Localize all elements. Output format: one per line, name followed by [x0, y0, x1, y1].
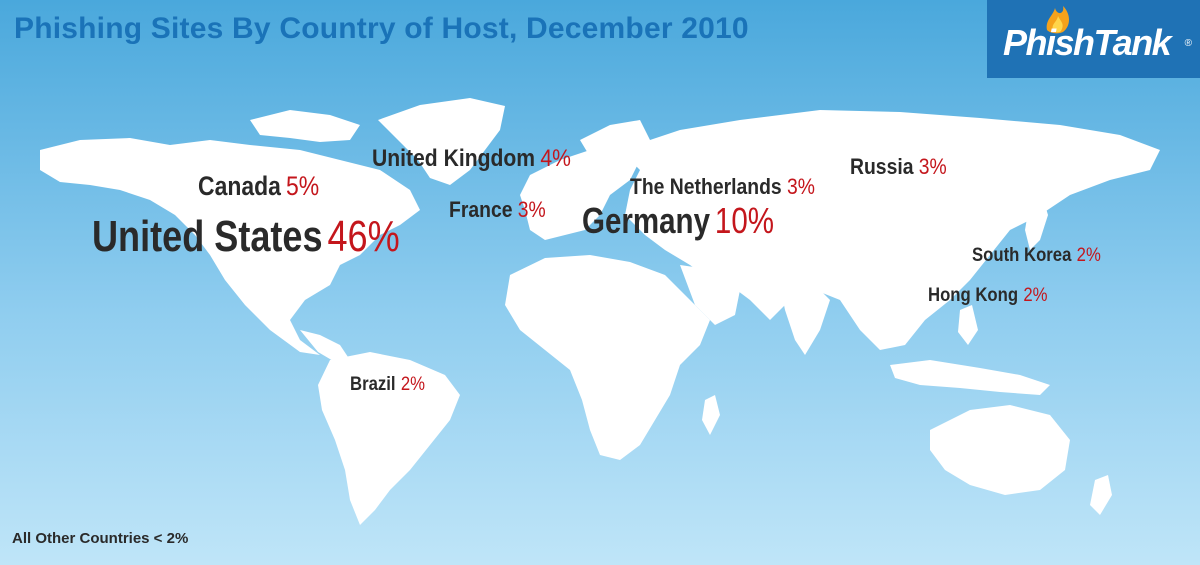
india-landmass: [780, 285, 830, 355]
country-label-united-states: United States 46%: [92, 212, 400, 262]
country-percent: 46%: [327, 212, 400, 261]
south-america-landmass: [318, 352, 460, 525]
country-percent: 3%: [517, 197, 546, 222]
japan-landmass: [1025, 195, 1048, 250]
greenland-landmass: [378, 98, 505, 185]
madagascar-landmass: [702, 395, 720, 435]
logo-text: PhishTank: [1003, 22, 1172, 63]
country-name: Hong Kong: [928, 285, 1019, 306]
country-percent: 10%: [714, 200, 774, 241]
country-label-united-kingdom: United Kingdom 4%: [372, 145, 571, 173]
uk-landmass: [538, 168, 556, 198]
country-name: South Korea: [972, 245, 1072, 266]
australia-landmass: [930, 405, 1070, 495]
north-america-landmass: [40, 138, 420, 355]
country-percent: 2%: [400, 374, 425, 395]
footnote: All Other Countries < 2%: [12, 530, 189, 547]
country-label-hong-kong: Hong Kong 2%: [928, 285, 1048, 307]
country-label-france: France 3%: [449, 197, 546, 223]
asia-landmass: [620, 110, 1160, 350]
country-label-canada: Canada 5%: [198, 171, 319, 202]
registered-mark: ®: [1184, 38, 1192, 49]
country-name: France: [449, 197, 513, 222]
country-name: The Netherlands: [630, 174, 782, 199]
arctic-islands-landmass: [250, 110, 360, 142]
philippines-landmass: [958, 305, 978, 345]
africa-landmass: [505, 255, 710, 460]
country-name: Germany: [582, 200, 710, 241]
country-percent: 3%: [786, 174, 815, 199]
country-label-germany: Germany 10%: [582, 200, 774, 242]
country-percent: 3%: [918, 154, 947, 179]
country-name: Russia: [850, 154, 914, 179]
central-america-landmass: [300, 330, 350, 362]
country-name: Canada: [198, 171, 281, 201]
phishtank-logo[interactable]: PhishTank ®: [987, 0, 1200, 78]
page-title: Phishing Sites By Country of Host, Decem…: [14, 12, 749, 45]
country-label-south-korea: South Korea 2%: [972, 245, 1101, 267]
country-name: United States: [92, 212, 323, 261]
country-percent: 4%: [540, 145, 571, 172]
country-percent: 5%: [286, 171, 320, 201]
country-label-russia: Russia 3%: [850, 154, 947, 180]
flame-icon: [1046, 6, 1069, 34]
country-percent: 2%: [1023, 285, 1048, 306]
new-zealand-landmass: [1090, 475, 1112, 515]
southeast-asia-islands-landmass: [890, 360, 1050, 395]
country-label-the-netherlands: The Netherlands 3%: [630, 174, 815, 200]
country-label-brazil: Brazil 2%: [350, 374, 425, 396]
country-name: Brazil: [350, 374, 396, 395]
arabia-landmass: [680, 265, 740, 325]
country-name: United Kingdom: [372, 145, 536, 172]
country-percent: 2%: [1076, 245, 1101, 266]
